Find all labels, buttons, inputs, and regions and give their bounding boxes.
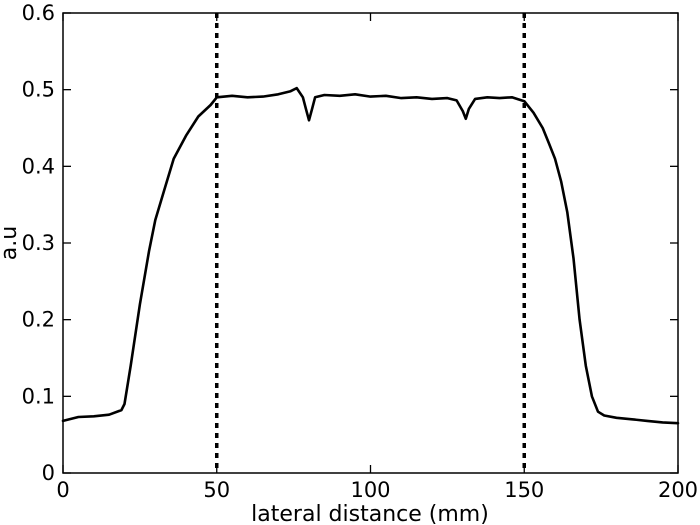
y-tick-label: 0.3	[22, 231, 55, 255]
y-tick-label: 0.2	[22, 308, 55, 332]
y-tick-label: 0.6	[22, 1, 55, 25]
x-tick-label: 50	[203, 478, 230, 502]
plot-frame	[62, 12, 679, 474]
x-tick-label: 200	[658, 478, 698, 502]
x-axis-label: lateral distance (mm)	[251, 502, 489, 525]
x-tick-label: 100	[350, 478, 390, 502]
data-series-line	[61, 86, 680, 425]
x-tick-label: 150	[504, 478, 544, 502]
y-tick-label: 0.4	[22, 154, 55, 178]
y-tick-label: 0.1	[22, 384, 55, 408]
x-tick-label: 0	[56, 478, 69, 502]
y-axis-label: a.u	[0, 226, 22, 260]
y-tick-label: 0	[42, 461, 55, 485]
y-tick-label: 0.5	[22, 78, 55, 102]
